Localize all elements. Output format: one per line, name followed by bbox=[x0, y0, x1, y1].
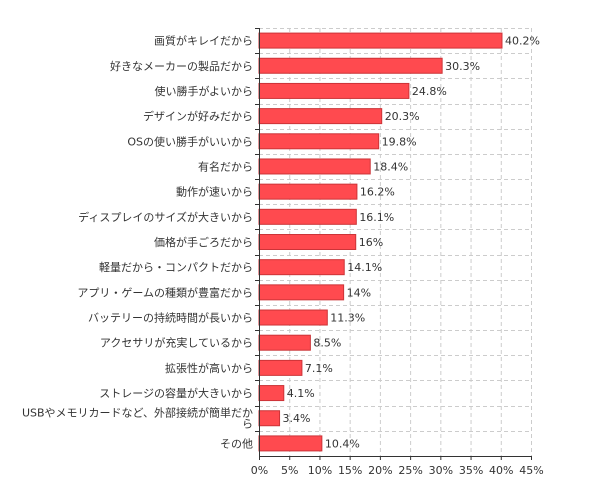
value-label-8: 16% bbox=[359, 236, 383, 249]
value-label-13: 7.1% bbox=[305, 362, 333, 375]
category-label-9: 軽量だから・コンパクトだから bbox=[99, 261, 253, 274]
value-label-1: 30.3% bbox=[445, 60, 480, 73]
category-label-16: その他 bbox=[220, 437, 253, 450]
x-tick-label-0: 0% bbox=[251, 464, 268, 477]
category-label-1: 好きなメーカーの製品だから bbox=[110, 59, 253, 73]
value-label-11: 11.3% bbox=[330, 312, 365, 325]
x-tick-label-30: 30% bbox=[429, 464, 453, 477]
bar-8 bbox=[258, 234, 357, 250]
value-label-7: 16.1% bbox=[359, 211, 394, 224]
category-label-15-line-1: ら bbox=[242, 418, 253, 431]
value-label-4: 19.8% bbox=[382, 135, 417, 148]
value-label-0: 40.2% bbox=[505, 35, 540, 48]
bar-1 bbox=[258, 57, 443, 74]
category-label-11: バッテリーの持続時間が長いから bbox=[88, 311, 253, 325]
bar-6 bbox=[258, 183, 358, 200]
category-label-14: ストレージの容量が大きいから bbox=[99, 386, 253, 400]
value-label-6: 16.2% bbox=[360, 186, 395, 199]
bar-3 bbox=[258, 108, 383, 125]
category-label-5: 有名だから bbox=[198, 159, 253, 173]
bar-14 bbox=[258, 385, 285, 402]
x-tick-label-20: 20% bbox=[368, 464, 392, 477]
value-label-5: 18.4% bbox=[373, 160, 408, 173]
value-label-3: 20.3% bbox=[385, 110, 420, 123]
bar-15 bbox=[258, 410, 281, 427]
category-label-10: アプリ・ゲームの種類が豊富だから bbox=[77, 285, 253, 299]
x-tick-label-10: 10% bbox=[308, 464, 332, 477]
category-label-15-line-0: USBやメモリカードなど、外部接続が簡単だか bbox=[22, 406, 253, 420]
category-label-7: ディスプレイのサイズが大きいから bbox=[78, 210, 253, 224]
bar-5 bbox=[258, 158, 371, 175]
value-label-15: 3.4% bbox=[283, 412, 311, 425]
bar-9 bbox=[258, 259, 345, 276]
category-label-13: 拡張性が高いから bbox=[165, 361, 253, 375]
category-label-6: 動作が速いから bbox=[176, 185, 253, 199]
category-label-0: 画質がキレイだから bbox=[154, 34, 253, 48]
bar-10 bbox=[258, 284, 345, 301]
x-tick-label-45: 45% bbox=[519, 464, 543, 477]
category-label-4: OSの使い勝手がいいから bbox=[127, 134, 253, 148]
x-tick-label-15: 15% bbox=[338, 464, 362, 477]
category-label-3: デザインが好みだから bbox=[143, 109, 253, 123]
bar-0 bbox=[258, 32, 503, 49]
value-label-2: 24.8% bbox=[412, 85, 447, 98]
value-label-12: 8.5% bbox=[313, 337, 341, 350]
bar-2 bbox=[258, 82, 410, 99]
bar-11 bbox=[258, 309, 328, 326]
x-tick-label-5: 5% bbox=[281, 464, 298, 477]
category-label-12: アクセサリが充実しているから bbox=[100, 336, 253, 350]
x-tick-label-25: 25% bbox=[398, 464, 422, 477]
category-label-2: 使い勝手がよいから bbox=[155, 84, 253, 98]
x-tick-label-40: 40% bbox=[489, 464, 513, 477]
value-label-16: 10.4% bbox=[325, 437, 360, 450]
bar-4 bbox=[258, 133, 380, 150]
bar-13 bbox=[258, 359, 303, 376]
value-label-14: 4.1% bbox=[287, 387, 315, 400]
value-label-10: 14% bbox=[347, 286, 371, 299]
value-label-9: 14.1% bbox=[347, 261, 382, 274]
bar-7 bbox=[258, 208, 357, 225]
bar-16 bbox=[258, 435, 323, 452]
bar-12 bbox=[258, 334, 311, 351]
category-label-8: 価格が手ごろだから bbox=[154, 235, 253, 249]
x-tick-label-35: 35% bbox=[459, 464, 483, 477]
